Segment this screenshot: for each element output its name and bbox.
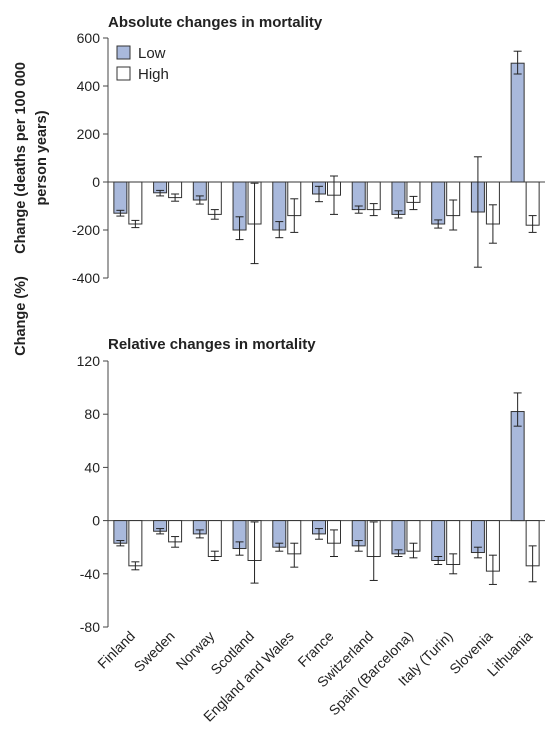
- legend-swatch-high: [116, 66, 131, 81]
- y-tick-label: 600: [77, 30, 101, 46]
- y-axis-label: Change (deaths per 100 000: [13, 62, 29, 254]
- bar-low: [391, 181, 406, 215]
- y-tick-label: -80: [80, 619, 100, 635]
- legend-label-low: Low: [138, 45, 166, 62]
- y-tick-label: 40: [84, 459, 100, 475]
- y-tick-label: 120: [77, 353, 101, 369]
- panel-relative: Relative changes in mortality Change (%) -…: [13, 276, 545, 725]
- y-axis-label: Change (%): [13, 276, 29, 356]
- bar-low: [510, 411, 525, 522]
- bar-low: [510, 62, 525, 183]
- panel-title: Absolute changes in mortality: [108, 14, 323, 31]
- bar-low: [113, 181, 128, 214]
- y-axis-label: person years): [34, 110, 50, 205]
- y-tick-label: 200: [77, 126, 101, 142]
- bar-low: [431, 181, 446, 225]
- bar-low: [351, 181, 366, 211]
- panel-title: Relative changes in mortality: [108, 336, 316, 353]
- y-tick-label: 80: [84, 406, 100, 422]
- panel-absolute: Absolute changes in mortality Change (dea…: [13, 14, 545, 286]
- bar-low: [113, 520, 128, 544]
- y-tick-label: 0: [92, 513, 100, 529]
- x-category-label: Sweden: [131, 628, 178, 675]
- bar-high: [128, 181, 143, 225]
- legend-label-high: High: [138, 66, 169, 83]
- bar-low: [391, 520, 406, 555]
- y-tick-label: -40: [80, 566, 100, 582]
- y-tick-label: -400: [72, 270, 100, 286]
- bar-low: [431, 520, 446, 561]
- legend-swatch-low: [116, 45, 131, 60]
- y-tick-label: 400: [77, 78, 101, 94]
- y-tick-label: 0: [92, 174, 100, 190]
- y-tick-label: -200: [72, 222, 100, 238]
- bar-high: [128, 520, 143, 567]
